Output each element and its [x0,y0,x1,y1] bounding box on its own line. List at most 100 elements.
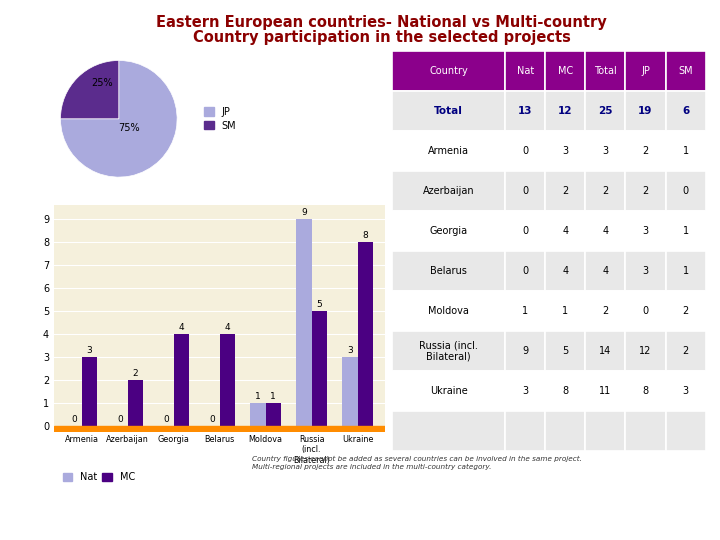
FancyBboxPatch shape [626,291,665,331]
Text: Modernising higher education: Modernising higher education [25,516,171,526]
Text: 2: 2 [642,186,649,196]
Text: 2: 2 [132,369,138,379]
FancyBboxPatch shape [505,51,545,91]
Text: SM: SM [678,66,693,76]
FancyBboxPatch shape [665,211,706,251]
FancyBboxPatch shape [626,51,665,91]
Text: 0: 0 [522,266,528,276]
Text: 2: 2 [683,346,689,356]
Text: 1: 1 [522,306,528,316]
FancyBboxPatch shape [585,331,626,371]
FancyBboxPatch shape [392,91,505,131]
FancyBboxPatch shape [665,51,706,91]
FancyBboxPatch shape [665,91,706,131]
Text: 14: 14 [599,346,611,356]
Text: 0: 0 [163,415,169,424]
Text: 2: 2 [562,186,568,196]
Text: TEMPUS: TEMPUS [25,491,163,518]
Text: 0: 0 [209,415,215,424]
Text: Total: Total [434,106,463,116]
FancyBboxPatch shape [585,411,626,451]
Wedge shape [60,60,119,119]
FancyBboxPatch shape [505,131,545,171]
Text: JP: JP [641,66,650,76]
Text: 8: 8 [562,386,568,396]
Bar [343,357,358,426]
FancyBboxPatch shape [626,91,665,131]
Text: 11: 11 [599,386,611,396]
Text: 19: 19 [638,106,652,116]
FancyBboxPatch shape [665,171,706,211]
Text: Country participation in the selected projects: Country participation in the selected pr… [193,30,570,45]
Text: 1: 1 [562,306,568,316]
Bar [54,426,385,432]
FancyBboxPatch shape [665,331,706,371]
Bar [297,219,312,426]
Text: 4: 4 [603,226,608,236]
FancyBboxPatch shape [392,251,505,291]
FancyBboxPatch shape [545,371,585,411]
Text: 0: 0 [642,306,649,316]
Text: 3: 3 [562,146,568,156]
FancyBboxPatch shape [665,411,706,451]
FancyBboxPatch shape [505,371,545,411]
Legend: Nat, MC: Nat, MC [59,468,139,486]
FancyBboxPatch shape [392,291,505,331]
FancyBboxPatch shape [392,371,505,411]
Text: Azerbaijan: Azerbaijan [423,186,474,196]
Text: 2: 2 [602,186,608,196]
Bar [358,242,373,426]
Text: 25: 25 [598,106,613,116]
Text: Armenia: Armenia [428,146,469,156]
FancyBboxPatch shape [392,331,505,371]
FancyBboxPatch shape [545,331,585,371]
Text: 8: 8 [362,231,368,240]
Text: 3: 3 [683,386,688,396]
Text: 9: 9 [301,208,307,217]
Text: 0: 0 [522,226,528,236]
FancyBboxPatch shape [392,171,505,211]
Text: 3: 3 [86,346,92,355]
Wedge shape [60,60,177,177]
FancyBboxPatch shape [626,371,665,411]
FancyBboxPatch shape [585,131,626,171]
Text: 12: 12 [558,106,572,116]
FancyBboxPatch shape [392,131,505,171]
FancyBboxPatch shape [545,91,585,131]
FancyBboxPatch shape [505,291,545,331]
FancyBboxPatch shape [505,411,545,451]
Text: 1: 1 [270,393,276,401]
FancyBboxPatch shape [585,171,626,211]
FancyBboxPatch shape [626,331,665,371]
FancyBboxPatch shape [505,171,545,211]
Text: 0: 0 [522,146,528,156]
Text: 4: 4 [603,266,608,276]
Text: 3: 3 [642,226,649,236]
FancyBboxPatch shape [505,91,545,131]
Text: Nat: Nat [516,66,534,76]
Text: 2: 2 [602,306,608,316]
Text: 6: 6 [682,106,689,116]
Text: MC: MC [558,66,573,76]
Text: 1: 1 [683,146,688,156]
Text: 3: 3 [603,146,608,156]
Text: Georgia: Georgia [430,226,468,236]
Text: 3: 3 [347,346,353,355]
FancyBboxPatch shape [505,211,545,251]
Text: 8: 8 [642,386,649,396]
FancyBboxPatch shape [545,131,585,171]
FancyBboxPatch shape [665,251,706,291]
Text: Moldova: Moldova [428,306,469,316]
Bar [174,334,189,426]
FancyBboxPatch shape [626,211,665,251]
FancyBboxPatch shape [545,411,585,451]
Bar [266,403,281,426]
FancyBboxPatch shape [585,371,626,411]
FancyBboxPatch shape [585,291,626,331]
Text: Total: Total [594,66,617,76]
FancyBboxPatch shape [545,211,585,251]
Text: http://ec.europa.eu/tempus: http://ec.europa.eu/tempus [432,501,614,514]
Text: 75%: 75% [119,123,140,132]
FancyBboxPatch shape [505,331,545,371]
FancyBboxPatch shape [392,411,505,451]
